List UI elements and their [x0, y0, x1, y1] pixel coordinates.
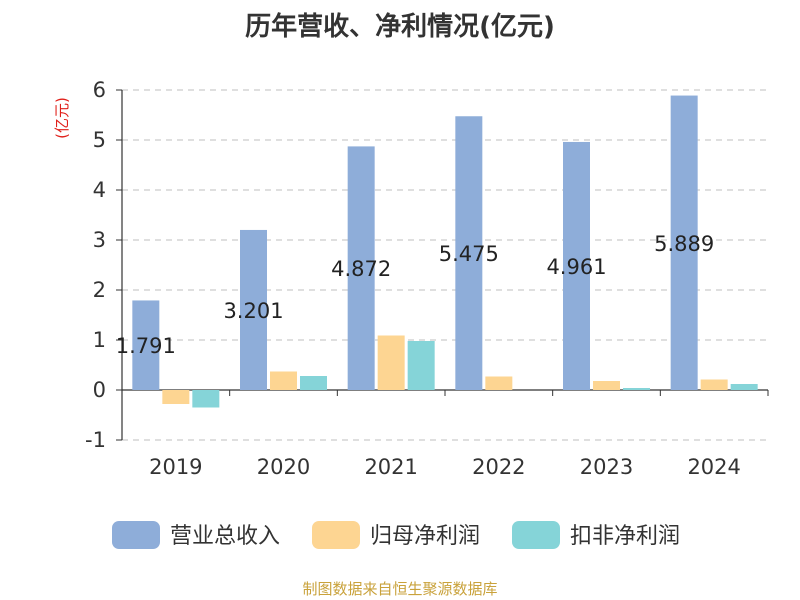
y-tick-label: -1: [85, 428, 106, 452]
bar-net-profit: [162, 390, 190, 404]
legend-swatch: [112, 521, 160, 549]
legend[interactable]: 营业总收入 归母净利润 扣非净利润: [112, 521, 680, 549]
legend-label: 归母净利润: [370, 524, 480, 549]
y-tick-label: 5: [93, 128, 106, 152]
gridlines: [122, 89, 768, 441]
bar-data-label: 3.201: [223, 299, 283, 323]
y-tick-label: 0: [93, 378, 106, 402]
x-tick-label: 2023: [580, 455, 633, 479]
bar-data-label: 1.791: [116, 334, 176, 358]
legend-item[interactable]: 归母净利润: [312, 521, 480, 549]
data-labels: 1.791 3.201 4.872 5.475 4.961 5.889: [116, 232, 714, 358]
bar-revenue: [670, 95, 698, 391]
bar-deducted-net-profit: [623, 388, 650, 390]
legend-label: 营业总收入: [170, 524, 280, 549]
legend-item[interactable]: 营业总收入: [112, 521, 280, 549]
bar-data-label: 5.475: [439, 242, 499, 266]
bar-net-profit: [593, 381, 620, 390]
bar-revenue: [455, 116, 483, 390]
bar-deducted-net-profit: [407, 341, 435, 390]
y-tick-label: 2: [93, 278, 106, 302]
y-tick-label: 3: [93, 228, 106, 252]
bar-data-label: 4.872: [331, 257, 391, 281]
chart-title: 历年营收、净利情况(亿元): [245, 12, 555, 42]
bar-revenue: [563, 141, 590, 390]
x-tick-label: 2021: [364, 455, 417, 479]
bar-revenue: [347, 146, 375, 390]
bar-net-profit: [700, 379, 728, 390]
bar-deducted-net-profit: [730, 384, 758, 390]
bar-data-label: 4.961: [546, 255, 606, 279]
bar-data-label: 5.889: [654, 232, 714, 256]
y-tick-label: 6: [93, 78, 106, 102]
bar-net-profit: [485, 376, 513, 390]
y-tick-label: 4: [93, 178, 106, 202]
axes: -1 0 1 2 3 4 5 6 (亿元) 2019 2020 2021 2022 2023 2024: [53, 78, 769, 479]
legend-swatch: [512, 521, 560, 549]
bar-net-profit: [377, 335, 405, 390]
x-tick-label: 2020: [257, 455, 310, 479]
y-axis-label: (亿元): [53, 97, 71, 139]
bar-revenue: [132, 300, 160, 390]
x-tick-label: 2024: [687, 455, 740, 479]
legend-swatch: [312, 521, 360, 549]
legend-item[interactable]: 扣非净利润: [512, 521, 680, 549]
bar-net-profit: [270, 371, 297, 390]
bar-deducted-net-profit: [192, 390, 220, 408]
y-tick-label: 1: [93, 328, 106, 352]
bars: [132, 95, 758, 408]
legend-label: 扣非净利润: [570, 524, 680, 549]
source-note: 制图数据来自恒生聚源数据库: [302, 580, 498, 598]
x-tick-label: 2019: [149, 455, 202, 479]
bar-deducted-net-profit: [300, 376, 327, 390]
bar-revenue: [240, 229, 267, 390]
x-tick-label: 2022: [472, 455, 525, 479]
